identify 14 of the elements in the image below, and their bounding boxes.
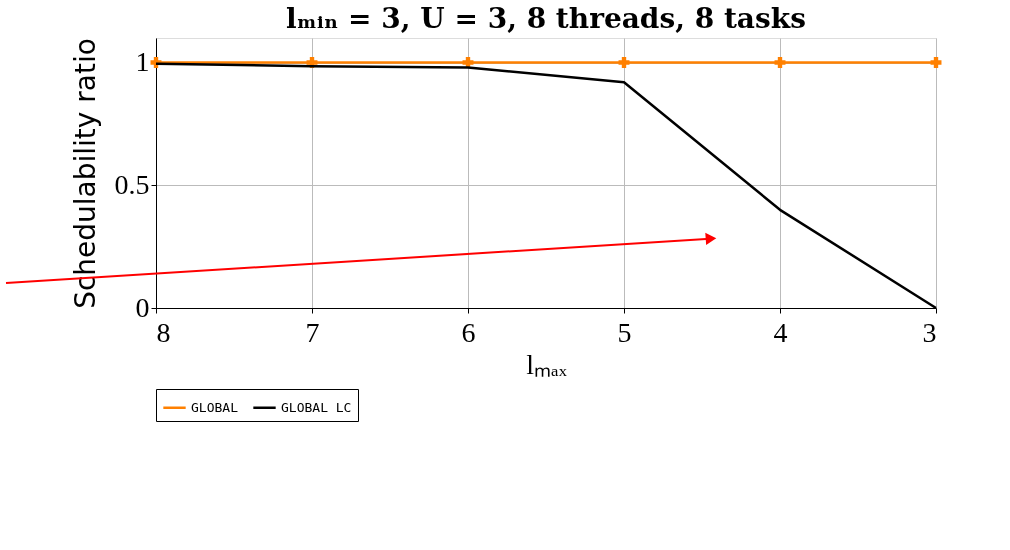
- x-tick-label: 5: [617, 316, 632, 348]
- x-tick-label: 7: [305, 316, 320, 348]
- legend-label: GLOBAL: [191, 399, 239, 415]
- y-tick-label: 1: [135, 46, 150, 78]
- y-tick-label: 0.5: [114, 168, 150, 200]
- legend-label: GLOBAL LC: [281, 399, 352, 415]
- x-tick-label: 4: [773, 316, 788, 348]
- x-axis-title: lₘₐₓ: [526, 348, 568, 380]
- y-tick-label: 0: [135, 291, 150, 323]
- x-tick-label: 8: [156, 316, 171, 348]
- y-axis-title: Schedulability ratio: [68, 38, 102, 309]
- chart-title: lₘᵢₙ = 3, U = 3, 8 threads, 8 tasks: [286, 1, 806, 35]
- x-tick-label: 6: [461, 316, 476, 348]
- x-tick-label: 3: [922, 316, 937, 348]
